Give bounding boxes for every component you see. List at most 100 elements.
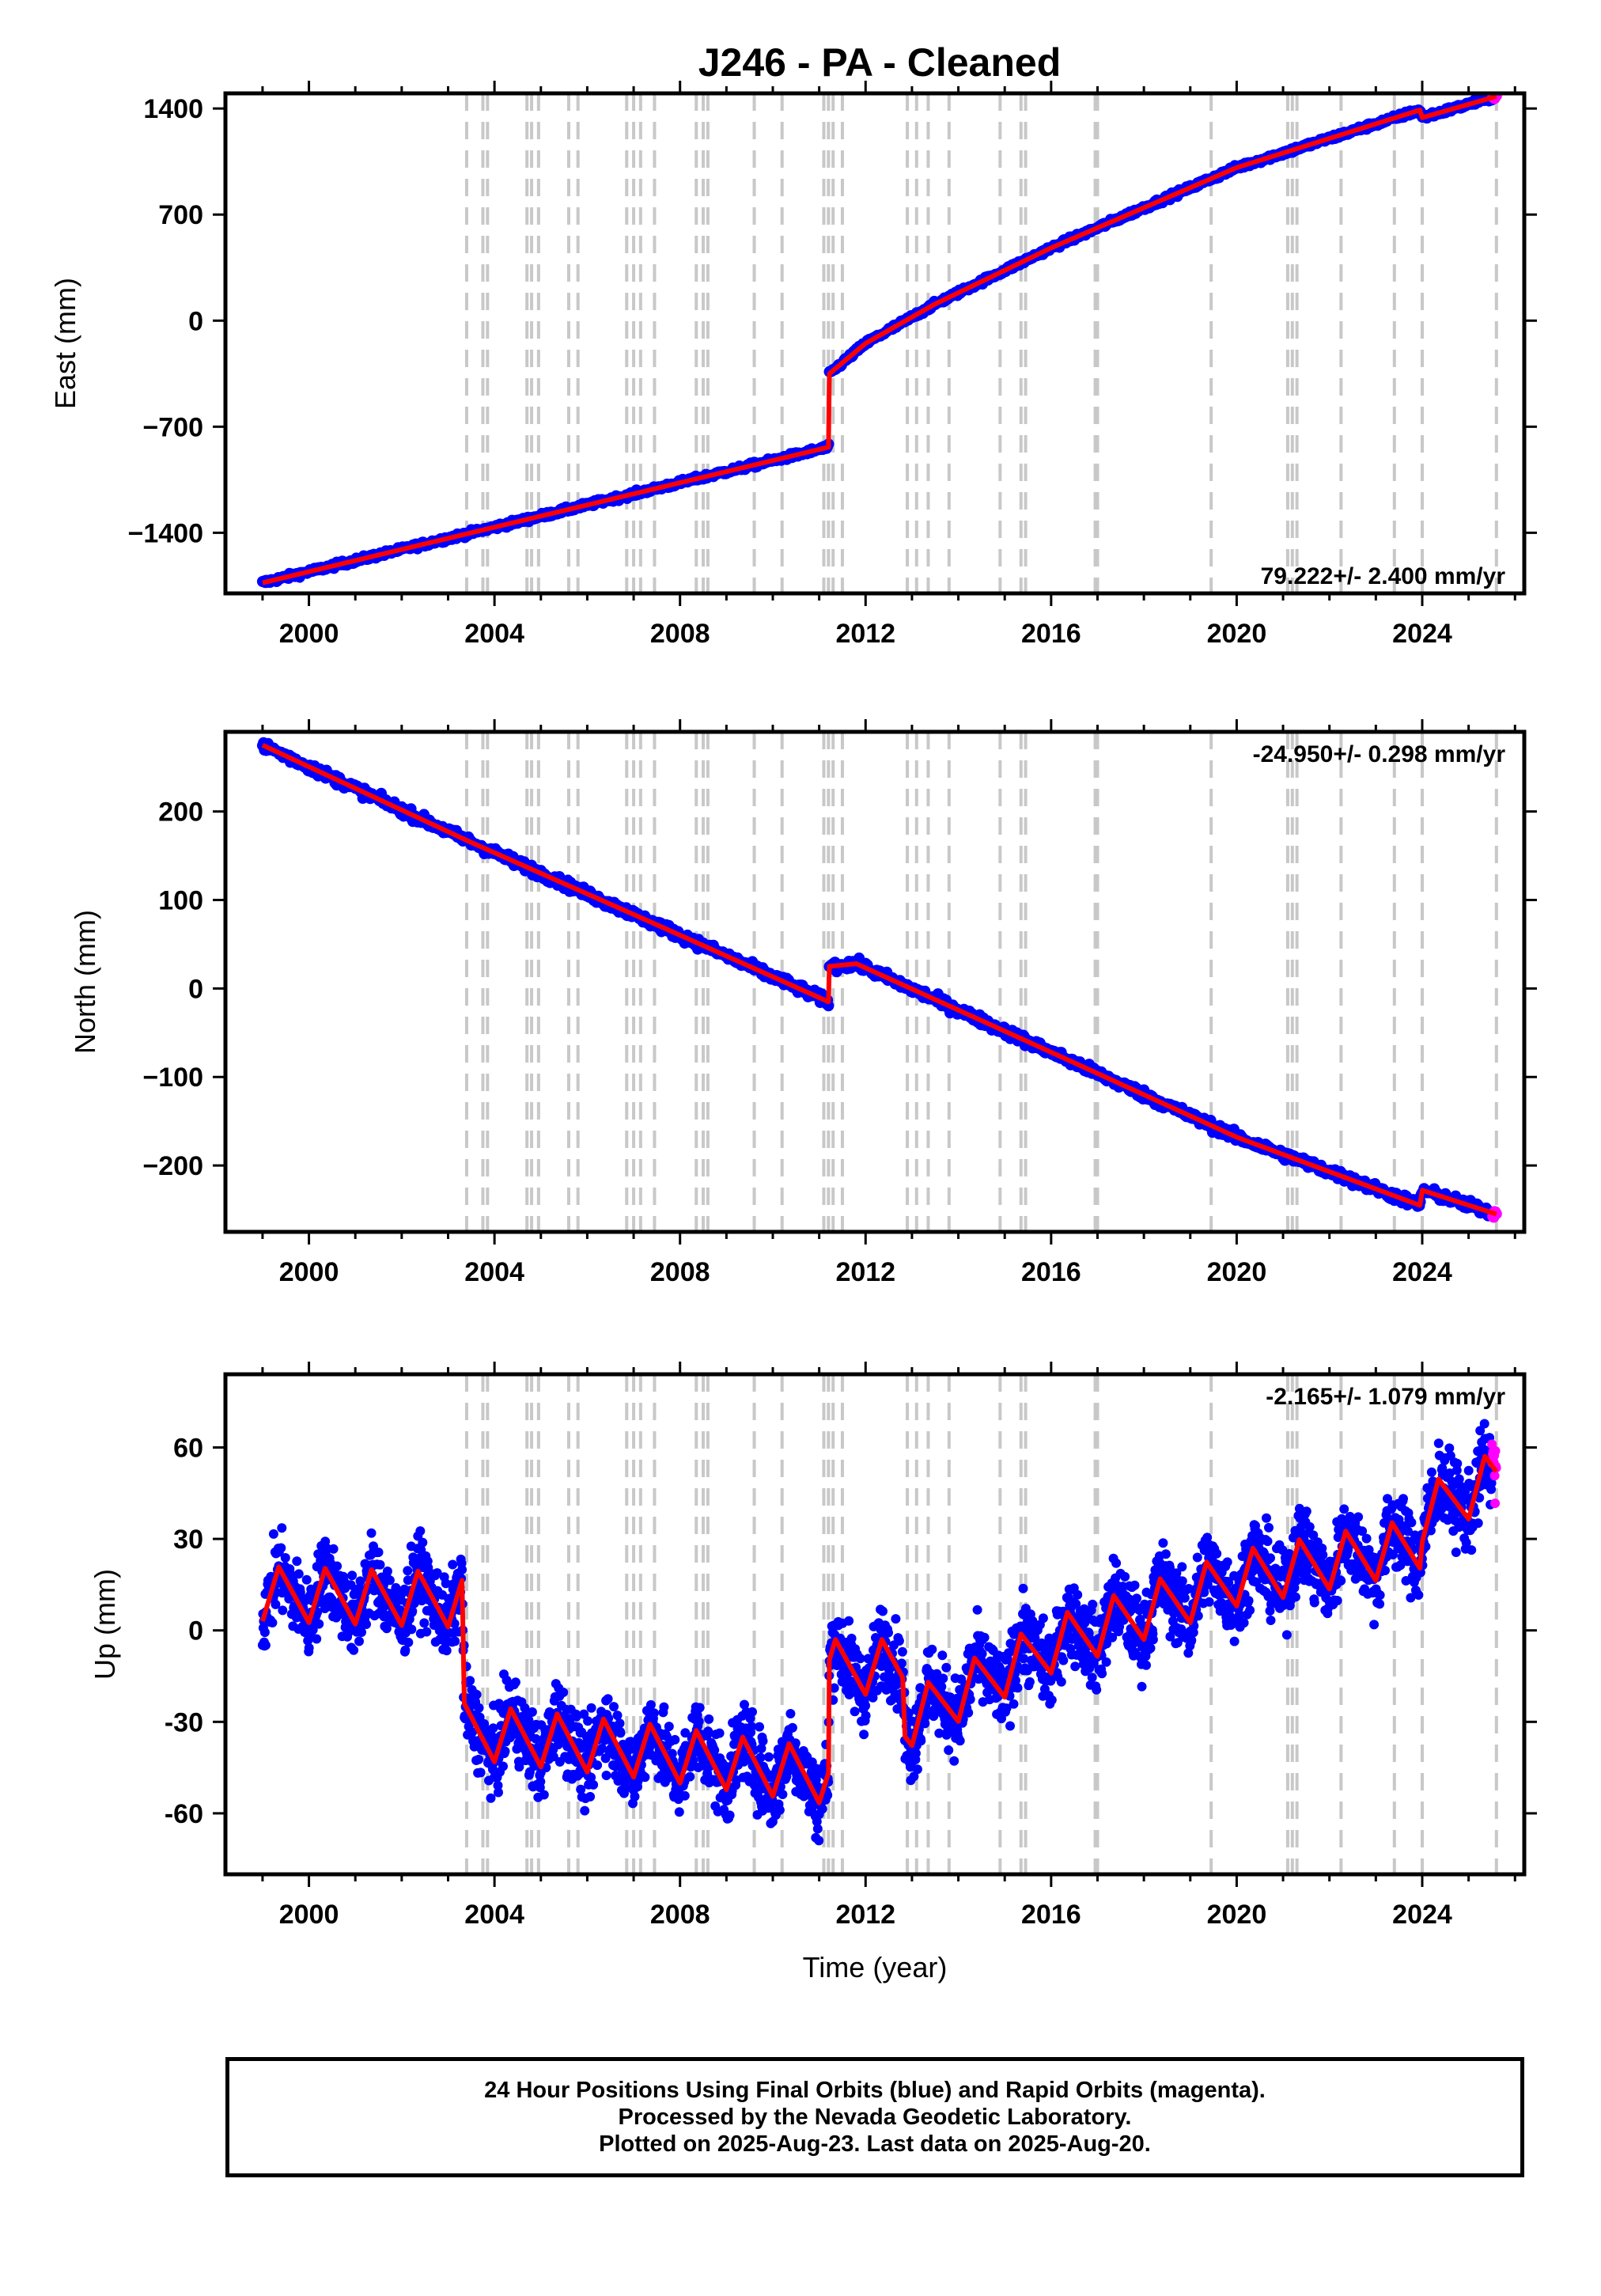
final-orbit-point: [486, 1793, 496, 1803]
final-orbit-point: [301, 1574, 312, 1585]
final-orbit-point: [955, 1736, 965, 1746]
final-orbit-point: [589, 1779, 599, 1790]
panels-group: 2000 2004 2008 2012 2016 2020 2024−1400−700070…: [49, 81, 1537, 1983]
x-tick-label: 2024: [1392, 1257, 1452, 1287]
rate-annotation: -24.950+/- 0.298 mm/yr: [1253, 741, 1506, 767]
panel-1: 2000 2004 2008 2012 2016 2020 2024−1400−700070…: [49, 81, 1537, 649]
final-orbit-point: [292, 1556, 302, 1567]
x-tick-label: 2024: [1392, 619, 1452, 649]
plot-frame: [223, 91, 1527, 596]
x-tick-label: 2012: [835, 1257, 895, 1287]
final-orbit-point: [640, 1772, 650, 1783]
final-orbit-point: [844, 1616, 854, 1626]
final-orbit-point: [884, 1627, 893, 1638]
y-axis-title: East (mm): [49, 278, 81, 409]
final-orbit-point: [539, 1790, 549, 1800]
event-lines: [464, 93, 1498, 593]
final-orbit-point: [586, 1703, 596, 1713]
final-orbit-point: [850, 1707, 860, 1717]
final-orbit-point: [912, 1764, 922, 1775]
final-orbit-point: [1012, 1683, 1023, 1693]
final-orbit-point: [859, 1730, 869, 1740]
final-orbit-point: [278, 1605, 288, 1616]
final-orbit-point: [694, 1716, 704, 1726]
y-tick-label: −700: [142, 412, 203, 442]
x-tick-label: 2000: [279, 1257, 339, 1287]
final-orbit-point: [714, 1728, 725, 1738]
final-orbit-point: [580, 1805, 590, 1816]
final-orbit-point: [937, 1681, 947, 1692]
final-orbit-point: [267, 1618, 278, 1627]
final-orbit-point: [1038, 1613, 1048, 1623]
final-orbit-point: [448, 1559, 458, 1570]
final-orbit-point: [846, 1633, 857, 1643]
final-orbit-point: [407, 1624, 417, 1635]
final-orbit-point: [498, 1761, 508, 1771]
y-tick-label: 0: [188, 974, 203, 1004]
final-orbit-point: [474, 1754, 484, 1764]
final-orbit-point: [415, 1526, 426, 1536]
final-orbit-point: [609, 1702, 619, 1712]
data-points: [256, 737, 1502, 1223]
final-orbit-point: [1009, 1699, 1019, 1709]
final-orbit-point: [293, 1569, 304, 1579]
final-orbit-point: [979, 1632, 990, 1642]
final-orbit-point: [941, 1662, 952, 1673]
final-orbit-point: [260, 1640, 271, 1650]
final-orbit-point: [664, 1722, 674, 1732]
final-orbit-point: [1005, 1721, 1015, 1731]
final-orbit-point: [897, 1646, 907, 1657]
final-orbit-point: [603, 1694, 613, 1704]
final-orbit-point: [704, 1714, 714, 1724]
final-orbit-point: [920, 1718, 930, 1729]
x-tick-label: 2016: [1021, 619, 1081, 649]
final-orbit-point: [280, 1553, 290, 1563]
final-orbit-point: [916, 1736, 926, 1746]
final-orbit-point: [937, 1650, 948, 1661]
x-tick-label: 2008: [650, 619, 710, 649]
final-orbit-point: [349, 1645, 359, 1655]
final-orbit-point: [615, 1718, 625, 1729]
final-orbit-point: [814, 1836, 824, 1846]
final-orbit-point: [763, 1752, 774, 1762]
y-tick-label: 1400: [143, 94, 203, 124]
final-orbit-point: [422, 1627, 432, 1637]
final-orbit-point: [366, 1528, 377, 1538]
final-orbit-point: [500, 1746, 510, 1756]
rate-annotation: 79.222+/- 2.400 mm/yr: [1261, 563, 1506, 589]
final-orbit-point: [774, 1805, 785, 1815]
chart-title: J246 - PA - Cleaned: [698, 40, 1062, 85]
final-orbit-point: [630, 1791, 640, 1802]
final-orbit-point: [314, 1619, 324, 1629]
final-orbit-point: [977, 1649, 987, 1659]
x-tick-label: 2004: [464, 1257, 524, 1287]
y-tick-label: 0: [188, 306, 203, 336]
final-orbit-point: [963, 1707, 974, 1718]
final-orbit-point: [817, 1804, 827, 1814]
final-orbit-point: [695, 1703, 705, 1713]
final-orbit-point: [615, 1728, 626, 1738]
final-orbit-point: [659, 1702, 669, 1712]
final-orbit-point: [649, 1708, 659, 1718]
final-orbit-point: [259, 1627, 270, 1638]
y-tick-label: −1400: [128, 518, 204, 548]
final-orbit-point: [450, 1636, 460, 1646]
final-orbit-point: [357, 1627, 366, 1637]
final-orbit-point: [1047, 1695, 1057, 1705]
final-orbit-point: [583, 1716, 593, 1726]
x-tick-label: 2004: [464, 619, 524, 649]
final-orbit-point: [891, 1614, 901, 1624]
final-orbit-point: [1018, 1583, 1028, 1593]
final-orbit-point: [1024, 1677, 1035, 1687]
final-orbit-point: [645, 1699, 656, 1710]
final-orbit-point: [685, 1771, 695, 1782]
y-tick-label: −200: [142, 1151, 203, 1181]
event-lines: [464, 1374, 1498, 1874]
final-orbit-point: [382, 1567, 392, 1576]
data-points: [256, 93, 1502, 589]
final-orbit-point: [972, 1605, 982, 1615]
final-orbit-point: [785, 1709, 796, 1718]
plot-frame: [223, 729, 1527, 1234]
y-axis-title: North (mm): [69, 910, 101, 1054]
final-orbit-point: [944, 1745, 954, 1756]
